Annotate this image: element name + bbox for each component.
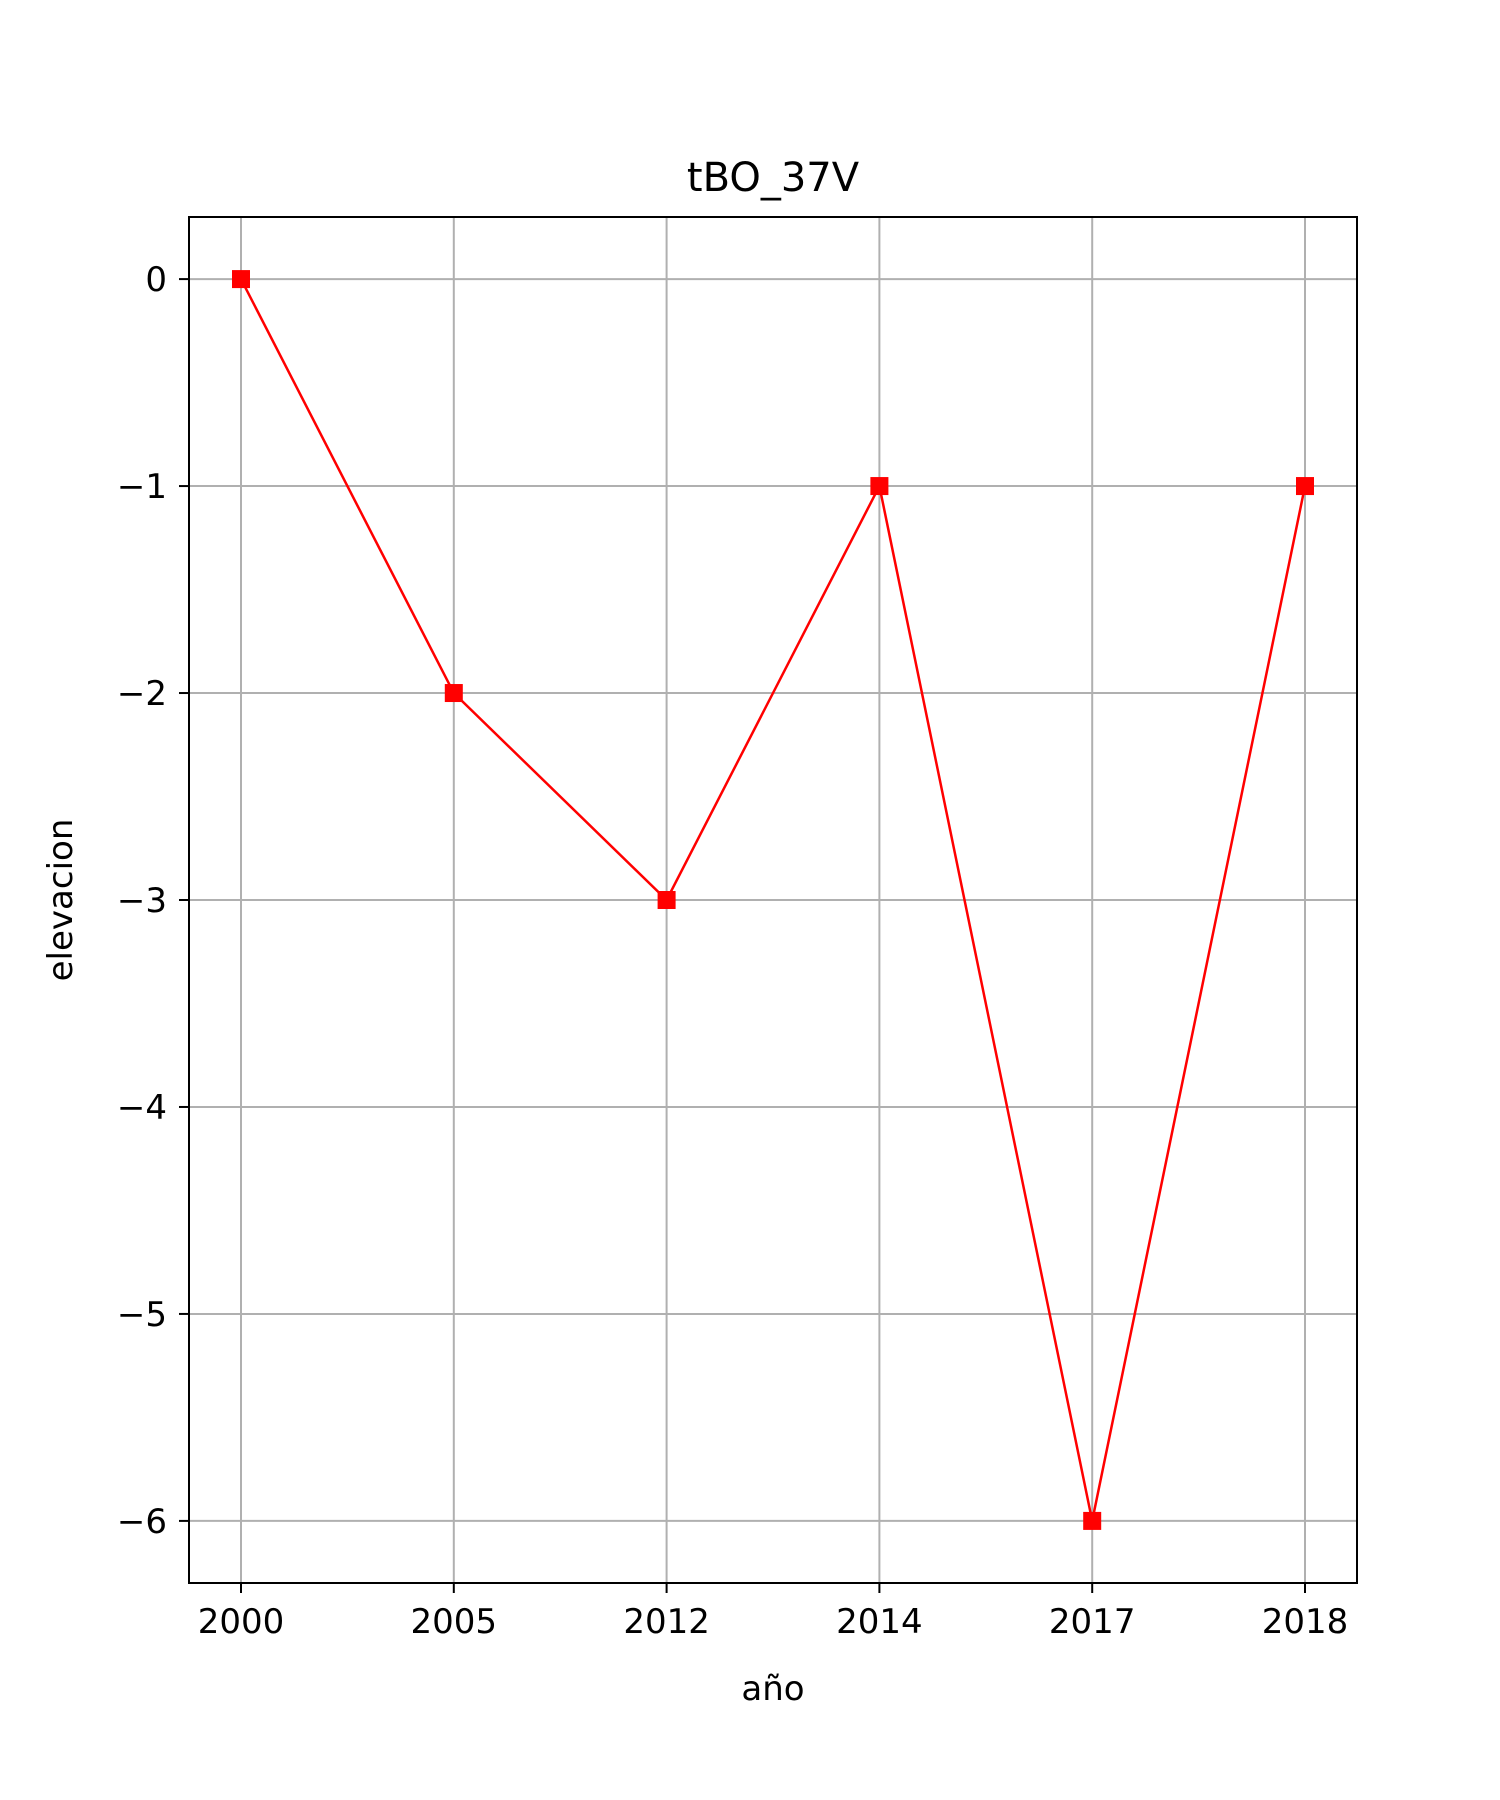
x-tick-label: 2012 xyxy=(623,1602,710,1642)
data-point-marker xyxy=(657,891,676,909)
series-line-group xyxy=(232,270,1314,1530)
y-tick-label: −3 xyxy=(117,881,167,921)
y-tick-label: −6 xyxy=(117,1502,167,1542)
x-tick-label: 2000 xyxy=(198,1602,285,1642)
data-point-marker xyxy=(870,477,889,496)
y-tick-label: −4 xyxy=(117,1088,167,1128)
data-point-marker xyxy=(444,684,463,703)
x-tick-label: 2017 xyxy=(1049,1602,1136,1642)
x-tick-label: 2018 xyxy=(1262,1602,1349,1642)
y-tick-label: 0 xyxy=(145,260,167,300)
data-point-marker xyxy=(1083,1511,1102,1530)
data-point-marker xyxy=(1296,477,1314,496)
y-axis-ticks: 0 −1 −2 −3 −4 −5 −6 xyxy=(117,260,189,1542)
series-line xyxy=(239,278,1307,1522)
x-tick-label: 2005 xyxy=(411,1602,498,1642)
x-tick-label: 2014 xyxy=(836,1602,923,1642)
x-axis-ticks: 2000 2005 2012 2014 2017 2018 xyxy=(198,1583,1349,1642)
x-axis-label: año xyxy=(741,1669,804,1709)
y-axis-label: elevacion xyxy=(41,819,81,982)
y-tick-label: −1 xyxy=(117,467,167,507)
y-tick-label: −5 xyxy=(117,1295,167,1335)
y-tick-label: −2 xyxy=(117,674,167,714)
chart-title: tBO_37V xyxy=(687,155,860,201)
data-point-marker xyxy=(232,270,250,289)
